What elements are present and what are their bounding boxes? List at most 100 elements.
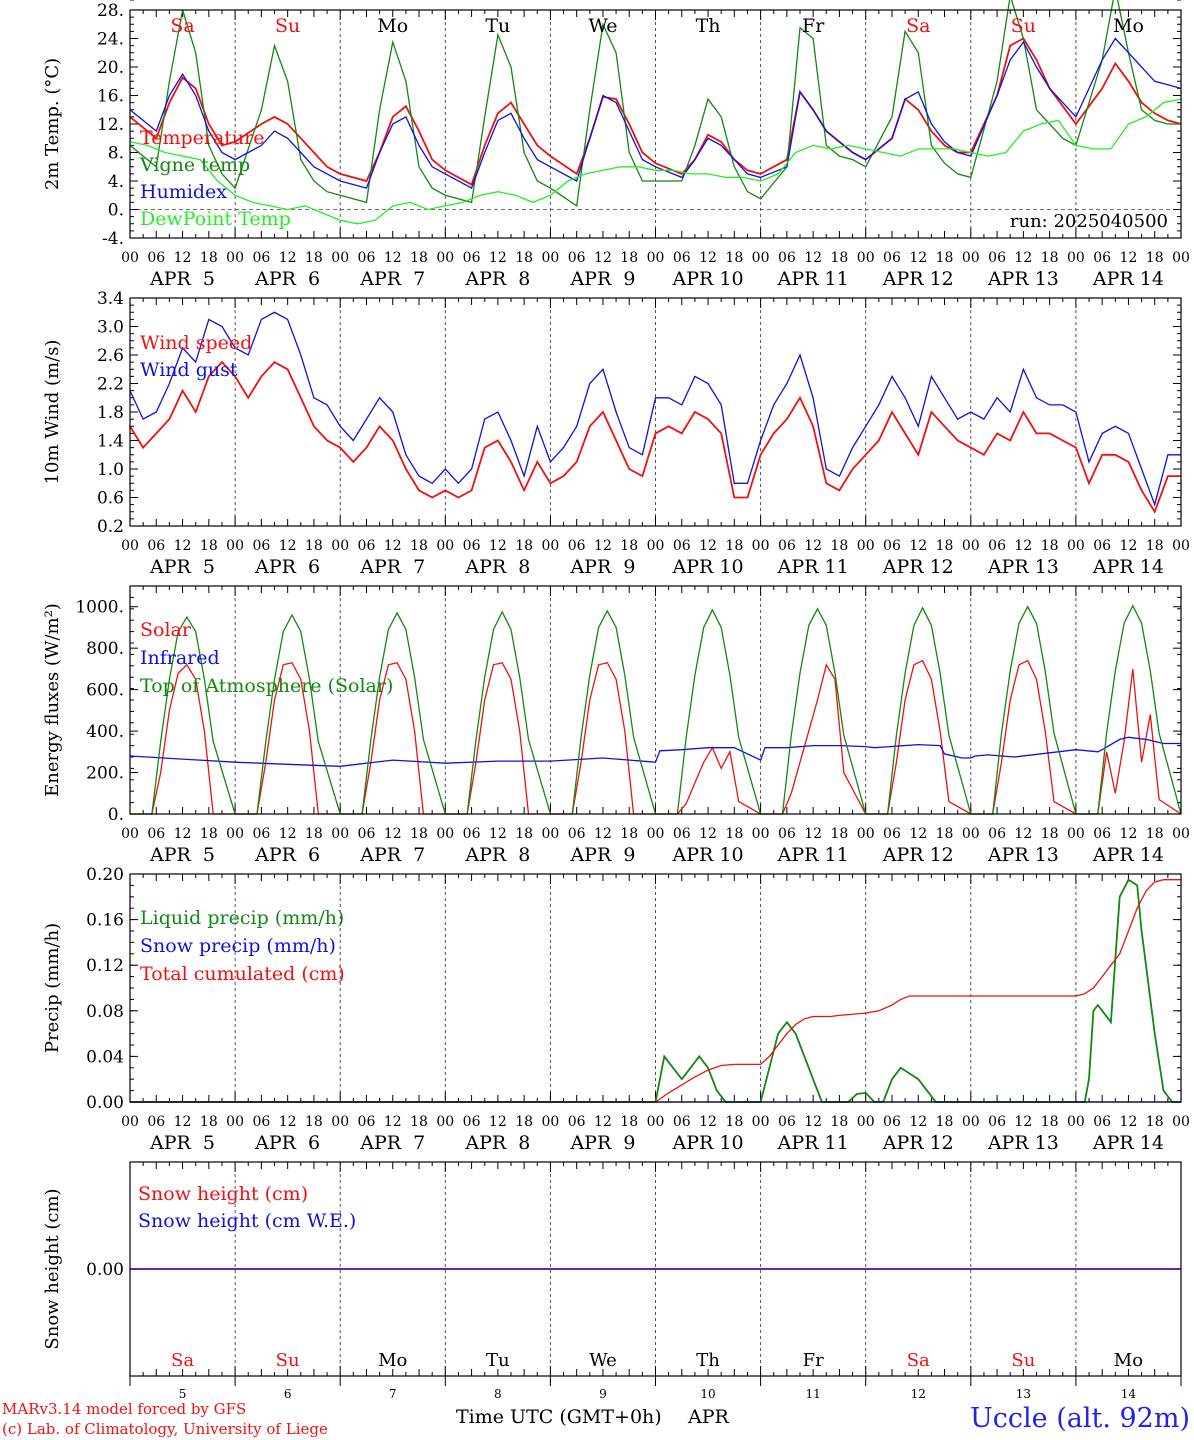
hour-tick-label: 12 — [384, 826, 402, 842]
date-label: APR 9 — [569, 556, 635, 578]
series-line — [129, 37, 1182, 190]
y-tick-label: 0.2 — [97, 517, 124, 537]
hour-tick-label: 18 — [200, 826, 218, 842]
hour-tick-label: 12 — [1120, 250, 1138, 266]
date-label: APR 7 — [359, 844, 425, 866]
series-line — [130, 878, 1181, 1103]
panel-5 — [129, 0, 1182, 1386]
panel-1 — [129, 0, 1182, 239]
hour-tick-label: 18 — [515, 538, 533, 554]
hour-tick-label: 06 — [1093, 1114, 1111, 1130]
weekday-label: Sa — [171, 1350, 194, 1371]
hour-tick-label: 06 — [568, 250, 586, 266]
day-number: 10 — [700, 1387, 715, 1401]
weekday-label: Th — [696, 1350, 720, 1371]
panel-2 — [129, 297, 1182, 527]
date-label: APR 6 — [254, 1132, 320, 1154]
hour-tick-label: 12 — [594, 826, 612, 842]
date-label: APR 9 — [569, 268, 635, 290]
y-tick-label: 0.20 — [86, 865, 124, 885]
hour-tick-label: 12 — [279, 826, 297, 842]
y-tick-label: 1000. — [75, 598, 124, 618]
hour-tick-label: 18 — [620, 538, 638, 554]
hour-tick-label: 00 — [962, 1114, 980, 1130]
hour-tick-label: 06 — [147, 1114, 165, 1130]
y-tick-label: 0.00 — [86, 1260, 124, 1280]
hour-tick-label: 06 — [778, 538, 796, 554]
hour-tick-label: 18 — [200, 1114, 218, 1130]
weekday-label: Mo — [1114, 1350, 1143, 1371]
hour-tick-label: 12 — [804, 826, 822, 842]
hour-tick-label: 18 — [1146, 826, 1164, 842]
date-label: APR 12 — [882, 268, 954, 290]
hour-tick-label: 12 — [594, 538, 612, 554]
hour-tick-label: 12 — [384, 538, 402, 554]
hour-tick-label: 06 — [147, 826, 165, 842]
hour-tick-label: 18 — [936, 826, 954, 842]
hour-tick-label: 18 — [831, 1114, 849, 1130]
series-line — [130, 879, 1181, 1103]
hour-tick-label: 00 — [121, 1114, 139, 1130]
y-tick-label: 0.16 — [86, 911, 124, 931]
hour-tick-label: 18 — [515, 826, 533, 842]
hour-tick-label: 06 — [358, 538, 376, 554]
series-line — [129, 98, 1182, 225]
legend-entry: Total cumulated (cm) — [140, 963, 345, 985]
day-number: 14 — [1121, 1387, 1137, 1401]
date-label: APR 12 — [882, 556, 954, 578]
hour-tick-label: 12 — [909, 1114, 927, 1130]
date-label: APR 12 — [882, 1132, 954, 1154]
hour-tick-label: 06 — [673, 1114, 691, 1130]
day-number: 8 — [494, 1387, 502, 1401]
series-line — [129, 736, 1181, 767]
legend-entry: Temperature — [140, 127, 264, 149]
hour-tick-label: 18 — [305, 1114, 323, 1130]
hour-tick-label: 00 — [1172, 826, 1190, 842]
hour-tick-label: 12 — [594, 250, 612, 266]
plot-frame — [129, 873, 1182, 1103]
hour-tick-label: 12 — [909, 250, 927, 266]
date-label: APR 11 — [777, 268, 849, 290]
hour-tick-label: 00 — [647, 538, 665, 554]
date-label: APR 8 — [464, 844, 530, 866]
hour-tick-label: 00 — [857, 826, 875, 842]
hour-tick-label: 12 — [1120, 538, 1138, 554]
hour-tick-label: 06 — [358, 250, 376, 266]
y-tick-label: 4. — [108, 172, 124, 192]
hour-tick-label: 00 — [436, 1114, 454, 1130]
weekday-label: Fr — [802, 15, 825, 37]
y-tick-label: 20. — [97, 58, 124, 78]
hour-tick-label: 12 — [489, 1114, 507, 1130]
x-axis-title-month: APR — [687, 1406, 730, 1428]
weekday-label: Fr — [803, 1350, 824, 1371]
y-tick-label: 8. — [108, 144, 124, 164]
y-tick-label: 0.08 — [86, 1002, 124, 1022]
hour-tick-label: 06 — [463, 250, 481, 266]
weekday-label: We — [589, 1350, 617, 1371]
weekday-label: Th — [696, 15, 721, 37]
hour-tick-label: 00 — [121, 250, 139, 266]
hour-tick-label: 12 — [1014, 1114, 1032, 1130]
hour-tick-label: 18 — [620, 826, 638, 842]
date-label: APR 6 — [254, 268, 320, 290]
y-tick-label: 0. — [108, 805, 124, 825]
y-axis-label: Energy fluxes (W/m²) — [42, 603, 63, 797]
legend-entry: DewPoint Temp — [140, 208, 291, 230]
hour-tick-label: 12 — [1014, 250, 1032, 266]
y-tick-label: 0.12 — [86, 956, 124, 976]
hour-tick-label: 12 — [1014, 826, 1032, 842]
hour-tick-label: 00 — [752, 538, 770, 554]
run-label: run: 2025040500 — [1010, 211, 1168, 232]
hour-tick-label: 00 — [752, 826, 770, 842]
date-label: APR 9 — [569, 1132, 635, 1154]
hour-tick-label: 00 — [962, 250, 980, 266]
legend-entry: Top of Atmosphere (Solar) — [140, 675, 393, 697]
hour-tick-label: 06 — [1093, 826, 1111, 842]
legend-entry: Infrared — [140, 647, 220, 669]
y-axis-label: 2m Temp. (°C) — [42, 58, 63, 190]
day-number: 6 — [284, 1387, 292, 1401]
y-tick-label: 800. — [86, 639, 124, 659]
y-tick-label: -4. — [102, 229, 124, 249]
hour-tick-label: 06 — [883, 250, 901, 266]
